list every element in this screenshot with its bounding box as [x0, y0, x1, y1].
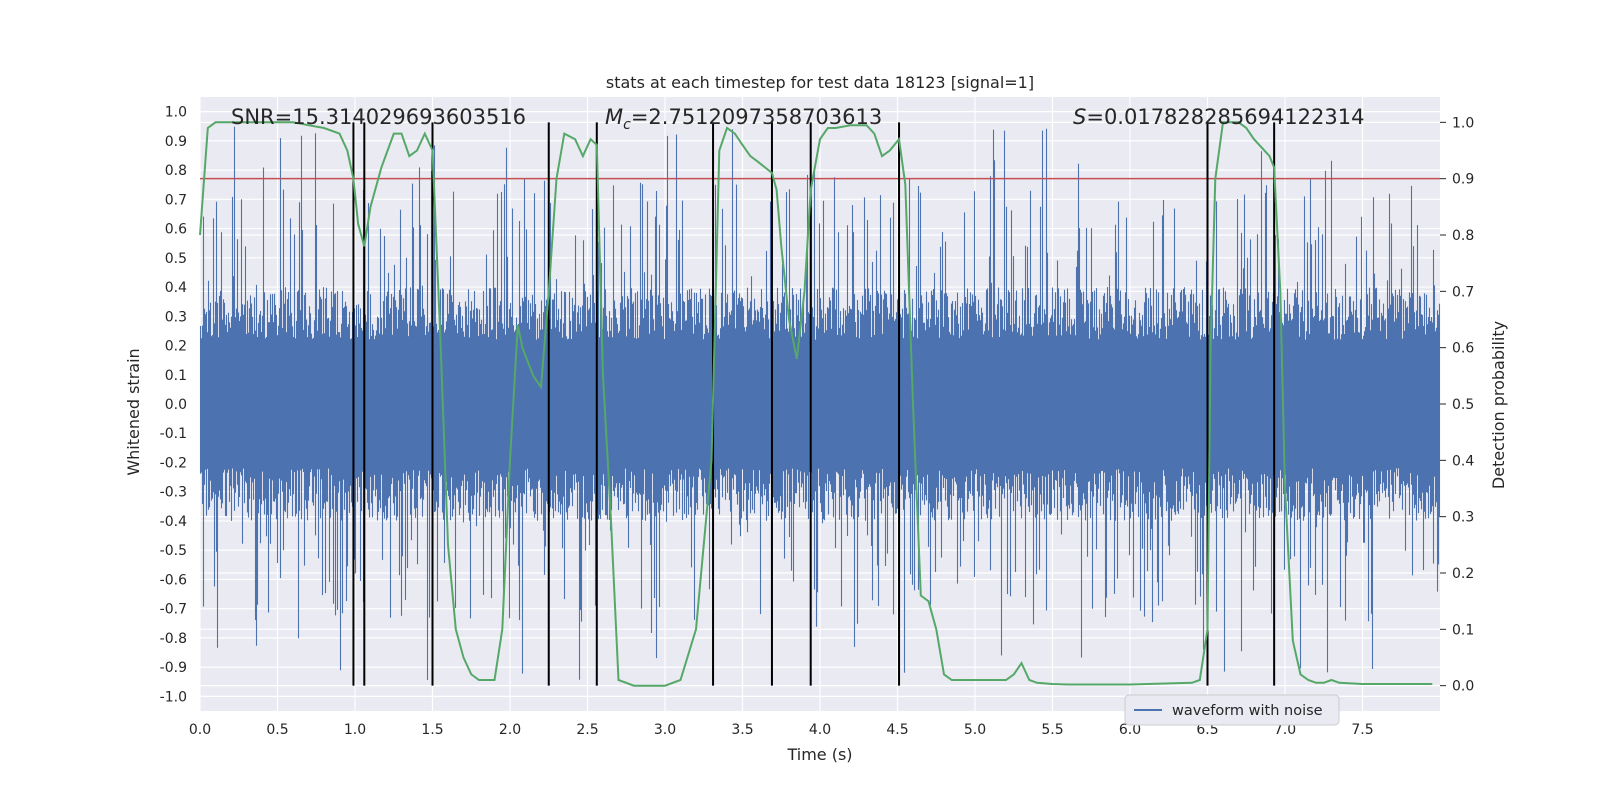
y-tick-label: -0.2 [160, 455, 187, 471]
x-tick-label: 5.5 [1041, 722, 1063, 738]
chirp-mass-annotation: Mc=2.7512097358703613 [605, 105, 882, 133]
s-value: =0.017828285694122314 [1086, 105, 1364, 129]
s-annotation: S=0.017828285694122314 [1073, 105, 1364, 129]
x-tick-label: 0.0 [189, 722, 211, 738]
y-tick-label: -0.3 [160, 485, 187, 501]
legend-box [1124, 694, 1340, 726]
x-tick-label: 5.0 [964, 722, 986, 738]
y-tick-label: -0.9 [160, 660, 187, 676]
waveform-series [199, 126, 1441, 680]
x-tick-label: 0.5 [266, 722, 288, 738]
chart-title: stats at each timestep for test data 181… [606, 73, 1034, 92]
legend: waveform with noise [1124, 694, 1340, 726]
y-tick-label: -0.1 [160, 426, 187, 442]
x-tick-label: 3.0 [654, 722, 676, 738]
y-tick-label: 0.1 [165, 368, 187, 384]
x-tick-label: 6.5 [1196, 722, 1218, 738]
y-tick-label: 0.7 [165, 192, 187, 208]
y-axis-ticks: 1.0 0.9 0.8 0.7 0.6 0.5 0.4 0.3 0.2 0.1 0.0 -0.1 -0.… [160, 105, 187, 706]
x-tick-label: 2.5 [576, 722, 598, 738]
y2-tick-label: 0.5 [1452, 397, 1474, 413]
y-tick-label: 0.9 [165, 134, 187, 150]
x-axis-title: Time (s) [786, 745, 852, 764]
y-tick-label: -0.8 [160, 631, 187, 647]
y-tick-label: 0.6 [165, 222, 187, 238]
waveform-trace [199, 126, 1441, 680]
probability-series-line [199, 121, 1433, 687]
y-tick-label: -0.7 [160, 602, 187, 618]
y2-tick-label: 1.0 [1452, 115, 1474, 131]
x-tick-label: 4.0 [809, 722, 831, 738]
x-tick-label: 7.5 [1351, 722, 1373, 738]
y-axis-title: Whitened strain [124, 348, 143, 475]
y-tick-label: 0.2 [165, 339, 187, 355]
y2-tick-label: 0.1 [1452, 622, 1474, 638]
y-tick-label: 0.4 [165, 280, 187, 296]
y-tick-label: -0.4 [160, 514, 187, 530]
y2-axis-title: Detection probability [1489, 321, 1508, 489]
snr-annotation: SNR=15.314029693603516 [231, 105, 526, 129]
y2-axis-ticks: 1.0 0.9 0.8 0.7 0.6 0.5 0.4 0.3 0.2 0.1 0.0 [1440, 115, 1474, 695]
y-tick-label: -1.0 [160, 689, 187, 705]
y2-tick-label: 0.7 [1452, 284, 1474, 300]
x-tick-label: 3.5 [731, 722, 753, 738]
chirp-mass-symbol: M [605, 105, 623, 129]
y2-tick-label: 0.0 [1452, 679, 1474, 695]
x-axis-ticks: 0.0 0.5 1.0 1.5 2.0 2.5 3.0 3.5 4.0 4.5 5.0 5.5 6.0 6… [189, 722, 1374, 738]
y-tick-label: 0.5 [165, 251, 187, 267]
y2-tick-label: 0.6 [1452, 341, 1474, 357]
y2-tick-label: 0.2 [1452, 566, 1474, 582]
x-tick-label: 7.0 [1274, 722, 1296, 738]
y-tick-label: 1.0 [165, 105, 187, 121]
chirp-mass-value: =2.7512097358703613 [631, 105, 882, 129]
s-symbol: S [1073, 105, 1086, 129]
y2-tick-label: 0.4 [1452, 453, 1474, 469]
y-tick-label: 0.3 [165, 309, 187, 325]
chirp-mass-subscript: c [623, 117, 631, 133]
y-tick-label: 0.8 [165, 163, 187, 179]
y2-tick-label: 0.3 [1452, 510, 1474, 526]
y-tick-label: 0.0 [165, 397, 187, 413]
y-tick-label: -0.5 [160, 543, 187, 559]
y2-tick-label: 0.8 [1452, 228, 1474, 244]
y-tick-label: -0.6 [160, 572, 187, 588]
x-tick-label: 6.0 [1119, 722, 1141, 738]
legend-label: waveform with noise [1172, 703, 1323, 719]
x-tick-label: 4.5 [886, 722, 908, 738]
x-tick-label: 1.0 [344, 722, 366, 738]
y2-tick-label: 0.9 [1452, 172, 1474, 188]
x-tick-label: 2.0 [499, 722, 521, 738]
x-tick-label: 1.5 [421, 722, 443, 738]
